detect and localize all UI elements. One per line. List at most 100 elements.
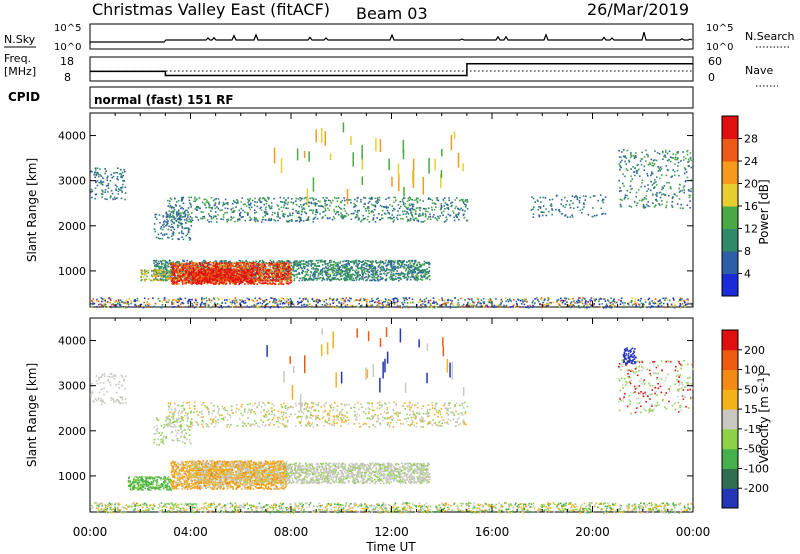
power-echo-cell (307, 265, 309, 267)
power-echo-cell (189, 237, 192, 240)
power-echo-cell (277, 267, 279, 269)
power-echo-cell (205, 279, 208, 281)
power-echo-cell (406, 211, 408, 213)
power-echo-cell (425, 208, 427, 210)
power-echo-cell (260, 279, 263, 282)
power-echo-cell (379, 219, 381, 221)
power-echo-cell (293, 261, 295, 264)
power-echo-cell (295, 200, 297, 202)
power-echo-cell (187, 279, 189, 281)
power-echo-cell (280, 268, 283, 270)
power-echo-cell (313, 263, 316, 265)
power-echo-cell (202, 271, 205, 274)
power-echo-cell (207, 270, 209, 273)
power-echo-cell (287, 280, 289, 283)
power-echo-cell (248, 266, 250, 269)
power-echo-cell (197, 266, 199, 269)
power-echo-cell (173, 273, 176, 276)
power-echo-cell (219, 209, 221, 212)
power-echo-cell (331, 218, 334, 221)
power-echo-cell (169, 259, 171, 262)
power-echo-cell (422, 213, 424, 215)
power-echo-cell (431, 209, 433, 211)
power-echo-cell (312, 218, 315, 221)
power-echo-cell (359, 274, 361, 276)
power-echo-cell (196, 276, 198, 278)
power-echo-cell (416, 276, 419, 279)
power-echo-cell (163, 270, 165, 273)
power-echo-cell (334, 267, 336, 270)
power-echo-cell (290, 262, 293, 265)
power-echo-cell (278, 271, 280, 274)
power-echo-cell (235, 261, 238, 264)
power-echo-cell (223, 262, 225, 265)
power-echo-cell (178, 232, 180, 234)
power-echo-cell (197, 265, 199, 267)
power-echo-cell (227, 207, 229, 210)
power-echo-cell (181, 279, 183, 281)
power-echo-cell (398, 259, 401, 262)
power-echo-cell (180, 218, 183, 221)
power-echo-cell (263, 282, 265, 284)
power-echo-cell (198, 276, 200, 279)
power-echo-cell (337, 205, 340, 208)
power-echo-cell (189, 239, 191, 241)
power-echo-cell (211, 267, 213, 269)
power-echo-cell (152, 279, 154, 282)
power-echo-cell (187, 269, 190, 271)
power-echo-cell (177, 278, 180, 280)
power-echo-cell (363, 205, 365, 208)
power-echo-cell (376, 197, 379, 199)
nsky-line (89, 31, 693, 44)
power-echo-cell (288, 219, 291, 222)
power-echo-cell (275, 278, 277, 280)
power-echo-cell (241, 197, 243, 199)
power-echo-cell (265, 266, 267, 268)
power-echo-cell (176, 213, 178, 216)
power-echo-cell (276, 264, 278, 266)
power-echo-cell (297, 261, 300, 264)
power-echo-cell (351, 279, 354, 282)
power-echo-cell (420, 271, 422, 273)
power-echo-cell (312, 273, 315, 275)
power-echo-cell (316, 203, 318, 205)
power-echo-cell (220, 218, 222, 220)
power-echo-cell (273, 279, 275, 281)
power-echo-cell (189, 269, 192, 271)
power-echo-cell (287, 207, 289, 210)
power-echo-cell (335, 211, 338, 213)
power-echo-cell (164, 276, 166, 278)
power-echo-cell (232, 268, 235, 270)
power-echo-cell (418, 214, 420, 216)
power-echo-cell (374, 205, 377, 208)
power-echo-cell (338, 279, 341, 281)
power-echo-cell (387, 197, 390, 199)
power-echo-cell (411, 275, 414, 278)
power-echo-cell (334, 197, 336, 199)
power-echo-cell (283, 271, 286, 274)
power-echo-cell (328, 261, 331, 264)
power-echo-cell (265, 275, 268, 278)
power-echo-cell (374, 204, 377, 207)
power-echo-cell (312, 279, 314, 281)
power-echo-cell (370, 198, 372, 200)
power-echo-cell (184, 273, 187, 275)
power-echo-cell (356, 275, 359, 278)
power-echo-cell (283, 201, 285, 204)
power-echo-cell (463, 213, 465, 216)
power-echo-cell (167, 199, 169, 202)
power-echo-cell (389, 278, 392, 281)
power-echo-cell (407, 213, 410, 215)
power-echo-cell (197, 274, 200, 276)
power-echo-cell (171, 272, 173, 274)
power-echo-cell (168, 262, 171, 264)
power-echo-cell (284, 278, 287, 281)
power-echo-cell (234, 220, 236, 223)
power-echo-cell (201, 275, 203, 278)
power-echo-cell (207, 264, 210, 266)
power-echo-cell (305, 212, 308, 215)
power-echo-cell (253, 270, 255, 272)
power-echo-cell (210, 278, 212, 280)
power-echo-cell (252, 267, 255, 270)
power-echo-cell (257, 273, 260, 275)
